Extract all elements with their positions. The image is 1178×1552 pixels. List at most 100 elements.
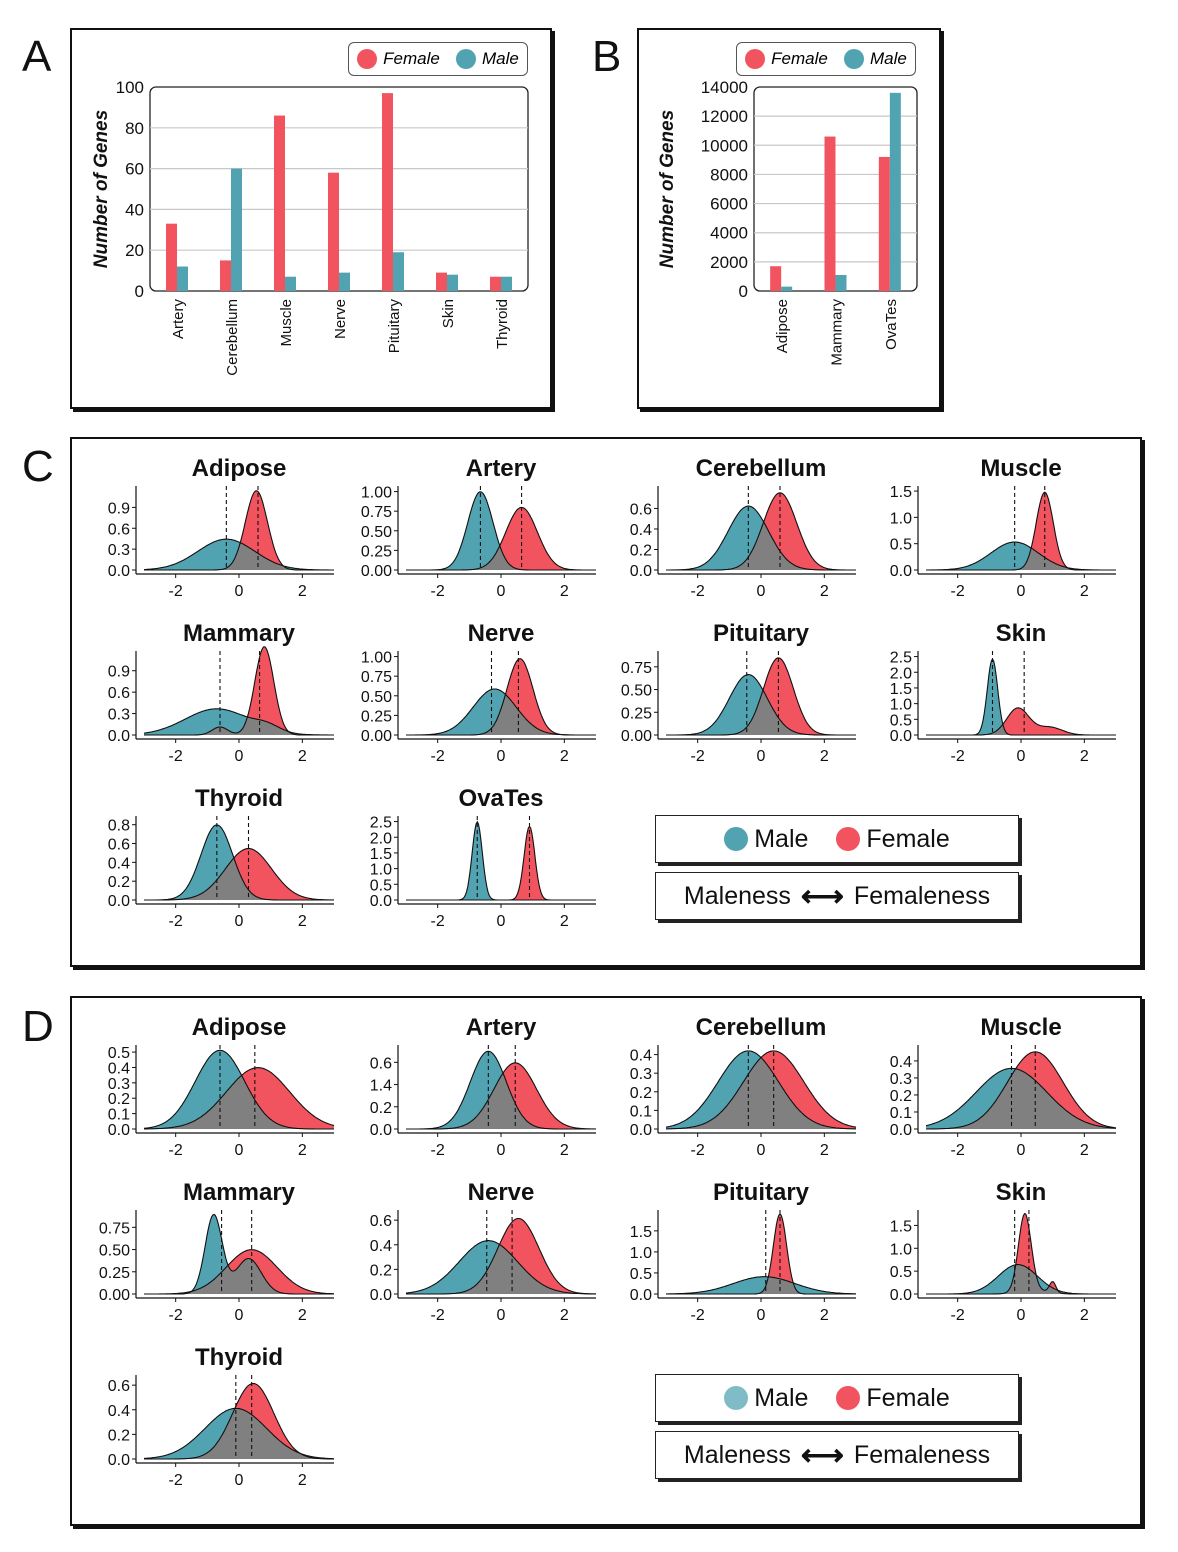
y-tick-label: 0.2 xyxy=(108,1091,130,1108)
bar-male xyxy=(889,92,901,291)
density-facet-artery: Artery 0.00 0.25 0.50 0.75 1.00 -2 0 2 xyxy=(361,455,596,600)
overlap-density-area xyxy=(144,542,334,570)
female-density-curve xyxy=(926,491,1116,571)
overlap-density-area xyxy=(926,1068,1116,1129)
facet-title: Thyroid xyxy=(195,785,283,812)
y-tick-label: 1.5 xyxy=(890,681,912,698)
y-axis-title: Number of Genes xyxy=(657,110,678,268)
y-tick-label: 0.4 xyxy=(630,522,652,539)
x-tick-label: 2 xyxy=(820,1142,829,1159)
x-tick-label: -2 xyxy=(951,1307,965,1324)
x-tick-label: 0 xyxy=(757,583,766,600)
x-tick-label: 0 xyxy=(497,1307,506,1324)
y-tick-label: 0.4 xyxy=(108,1060,130,1077)
male-density-area xyxy=(144,708,334,735)
panel-b-legend: Female Male xyxy=(736,42,916,76)
bar-male xyxy=(231,168,242,291)
y-tick-label: 0.3 xyxy=(108,1076,130,1093)
male-density-curve xyxy=(666,674,856,736)
y-tick-label: 0.5 xyxy=(630,1266,652,1283)
y-tick-label: 0.2 xyxy=(630,542,652,559)
y-tick-label: 0.6 xyxy=(108,685,130,702)
bar-female xyxy=(382,93,393,292)
legend-male-label: Male xyxy=(754,1383,809,1412)
density-facet-pituitary: Pituitary 0.0 0.5 1.0 1.5 -2 0 2 xyxy=(630,1179,856,1324)
y-tick-label: 0.6 xyxy=(108,837,130,854)
facet-title: Cerebellum xyxy=(696,455,827,482)
y-tick-label: 0.00 xyxy=(361,563,392,580)
x-tick-label: -2 xyxy=(691,1307,705,1324)
x-tick-label: 2 xyxy=(560,748,569,765)
overlap-density-area xyxy=(144,1408,334,1459)
female-density-area xyxy=(926,1213,1116,1294)
bar-male xyxy=(339,272,350,291)
bar-female xyxy=(490,276,501,291)
y-tick-label: 12000 xyxy=(701,107,748,126)
y-tick-label: 0.75 xyxy=(99,1220,130,1237)
facet-title: Adipose xyxy=(192,1014,287,1041)
overlap-density-area xyxy=(406,1074,596,1129)
y-tick-label: 2.0 xyxy=(370,830,392,847)
male-density-curve xyxy=(406,1050,596,1130)
x-tick-label: Thyroid xyxy=(494,299,511,349)
facet-title: Adipose xyxy=(192,455,287,482)
facet-title: Pituitary xyxy=(713,620,810,647)
male-density-curve xyxy=(143,708,334,736)
legend-male-label: Male xyxy=(870,49,907,68)
female-swatch-icon xyxy=(836,827,861,851)
double-arrow-icon: ⟷ xyxy=(800,879,844,913)
x-tick-label: 0 xyxy=(235,1307,244,1324)
x-tick-label: -2 xyxy=(951,748,965,765)
y-tick-label: 2.5 xyxy=(890,650,912,667)
y-tick-label: 0.2 xyxy=(108,1427,130,1444)
y-tick-label: 0.0 xyxy=(108,728,130,745)
y-tick-label: 0.50 xyxy=(361,689,392,706)
x-tick-label: -2 xyxy=(431,583,445,600)
y-tick-label: 0.25 xyxy=(361,708,392,725)
y-tick-label: 0.75 xyxy=(621,660,652,677)
facet-title: Thyroid xyxy=(195,1344,283,1371)
density-facet-skin: Skin 0.00.51.01.52.02.5 -2 0 2 xyxy=(890,620,1116,765)
x-tick-label: 2 xyxy=(298,913,307,930)
female-swatch-icon xyxy=(745,49,766,69)
y-tick-label: 0.25 xyxy=(621,705,652,722)
density-facet-pituitary: Pituitary 0.00 0.25 0.50 0.75 -2 0 2 xyxy=(621,620,856,765)
y-tick-label: 0.3 xyxy=(108,542,130,559)
y-tick-label: 0.6 xyxy=(630,501,652,518)
male-swatch-icon xyxy=(724,827,749,851)
y-tick-label: 0.3 xyxy=(890,1071,912,1088)
panel-label-d: D xyxy=(22,1002,54,1051)
y-tick-label: 1.00 xyxy=(361,485,392,502)
density-facet-thyroid: Thyroid 0.0 0.2 0.40.6 0.8 -2 0 2 xyxy=(108,785,334,930)
y-tick-label: 1.5 xyxy=(630,1224,652,1241)
facet-title: OvaTes xyxy=(459,785,544,812)
bar-male xyxy=(177,266,188,291)
panel-label-a: A xyxy=(22,32,52,81)
y-tick-label: 0.9 xyxy=(108,500,130,517)
x-tick-label: 0 xyxy=(757,1307,766,1324)
x-tick-label: -2 xyxy=(169,1142,183,1159)
y-tick-label: 100 xyxy=(116,78,144,97)
x-tick-label: 0 xyxy=(497,1142,506,1159)
x-tick-label: 2 xyxy=(1080,1142,1089,1159)
y-tick-label: 1.0 xyxy=(890,1241,912,1258)
male-swatch-icon xyxy=(724,1386,749,1410)
x-tick-label: -2 xyxy=(691,1142,705,1159)
x-tick-label: -2 xyxy=(691,748,705,765)
female-density-curve xyxy=(926,1051,1117,1130)
maleness-label: Maleness xyxy=(683,1440,791,1469)
facet-title: Skin xyxy=(996,620,1047,647)
x-tick-label: 2 xyxy=(1080,1307,1089,1324)
bar-female xyxy=(166,223,177,291)
y-tick-label: 0.0 xyxy=(108,1122,130,1139)
female-density-curve xyxy=(406,1217,596,1295)
x-tick-label: 0 xyxy=(1017,748,1026,765)
overlap-density-area xyxy=(666,690,856,735)
overlap-density-area xyxy=(666,1057,856,1129)
female-density-curve xyxy=(406,506,596,571)
y-tick-label: 0.5 xyxy=(890,712,912,729)
x-tick-label: -2 xyxy=(169,748,183,765)
x-tick-label: 0 xyxy=(497,748,506,765)
bar-chart-A: 0 20 40 60 80 100 Artery Cerebellum Muscle Nerve P… xyxy=(91,78,529,376)
bar-male xyxy=(447,274,458,291)
